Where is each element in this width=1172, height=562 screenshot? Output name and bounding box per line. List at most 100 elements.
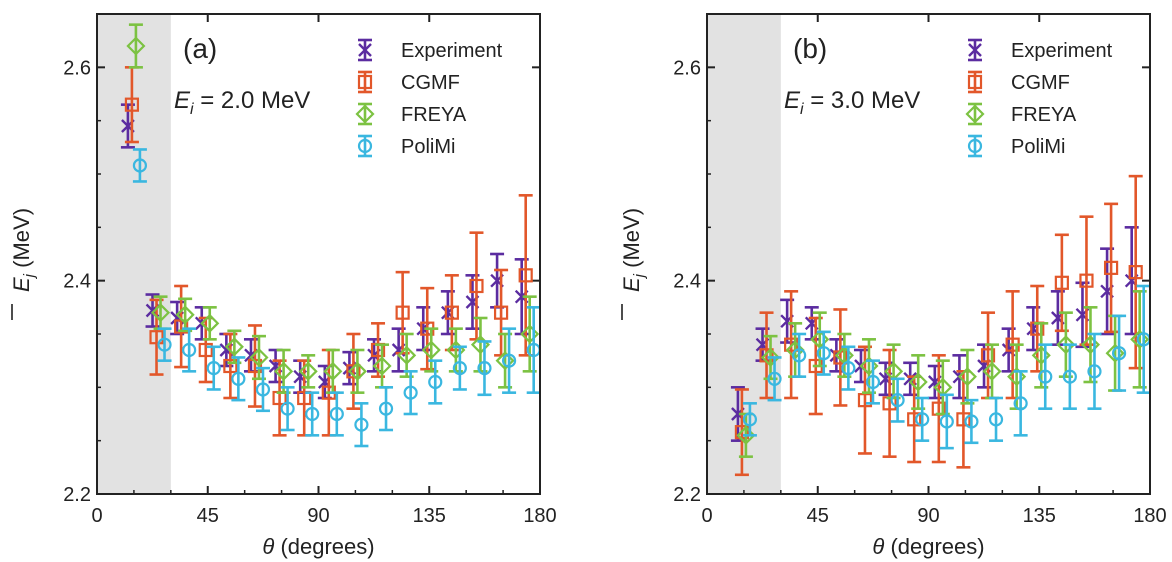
panel-a-cgmf-point: [223, 358, 238, 374]
panel-b-polimi-point: [890, 393, 905, 408]
panel-a-freya-point: [323, 361, 343, 381]
panel-b-polimi-errorbar: [792, 332, 807, 378]
panel-b-polimi-point: [1087, 364, 1102, 379]
panel-a-cgmf-point: [518, 268, 533, 283]
panel-b-cgmf-point: [1103, 260, 1119, 275]
panel-b-freya-point: [810, 329, 830, 349]
panel-b-polimi-errorbar: [1136, 284, 1151, 394]
panel-a-x-axis-symbol: θ: [262, 534, 274, 559]
panel-b-polimi-errorbar: [989, 396, 1004, 442]
panel-b-marks: [730, 174, 1151, 477]
panel-a-polimi-errorbar: [403, 370, 418, 416]
panel-a-legend: Experiment CGMF FREYA PoliMi: [355, 38, 503, 158]
panel-a-polimi-errorbar: [452, 345, 467, 391]
panel-a-cgmf-point: [174, 319, 189, 334]
panel-b-legend-marker-cgmf: [967, 74, 983, 90]
panel-a-legend-label-polimi: PoliMi: [401, 136, 455, 158]
panel-a-cgmf-point: [493, 305, 509, 320]
panel-a-freya-errorbar: [301, 354, 316, 389]
panel-a-cgmf-point: [444, 305, 459, 320]
panel-b-axes-frame: [706, 13, 1151, 495]
panel-b-series-polimi: [742, 284, 1151, 450]
panel-b-polimi-point: [865, 374, 881, 390]
panel-a-label: (a): [183, 33, 217, 64]
panel-a-legend-item-freya: FREYA: [355, 102, 467, 126]
panel-a-cgmf-point: [469, 278, 484, 294]
panel-a-polimi-errorbar: [305, 391, 320, 437]
panel-a-freya-point: [372, 356, 392, 376]
panel-b-cgmf-point: [956, 412, 971, 427]
panel-a-freya-errorbar: [350, 348, 365, 394]
panel-a-cgmf-point: [198, 342, 213, 358]
panel-a-freya-point: [249, 347, 269, 368]
panel-a-freya-point: [397, 345, 417, 365]
panel-b-x-tick-label: 90: [917, 505, 939, 527]
panel-a-freya-point: [347, 361, 367, 381]
panel-a-polimi-point: [182, 342, 197, 358]
panel-a-x-axis-text: (degrees): [274, 534, 374, 559]
panel-b-freya-point: [760, 347, 781, 368]
panel-a-y-tick-label: 2.2: [63, 484, 91, 506]
panel-b-polimi-point: [1013, 396, 1028, 411]
panel-a-polimi-point: [280, 401, 295, 416]
panel-a-cgmf-point: [149, 330, 164, 345]
panel-b-freya-point: [736, 425, 756, 445]
panel-b-legend-item-polimi: PoliMi: [967, 134, 1065, 158]
panel-b-y-tick-label: 2.4: [673, 271, 701, 293]
panel-a-freya-errorbar: [128, 23, 143, 69]
panel-a-legend-marker-cgmf: [357, 74, 373, 90]
panel-a-freya-point: [175, 305, 195, 325]
panel-b-polimi-errorbar: [1087, 332, 1102, 410]
panel-b-polimi-errorbar: [1112, 314, 1127, 392]
panel-b-polimi-errorbar: [767, 356, 782, 402]
panel-a-polimi-errorbar: [280, 386, 295, 432]
panel-a-legend-marker-experiment: [358, 43, 372, 57]
panel-b-x-tick-label: 135: [1023, 505, 1056, 527]
panel-a-freya-point: [224, 337, 244, 357]
panel-b-energy-annotation: Ei = 3.0 MeV: [784, 87, 920, 118]
panel-b-polimi-errorbar: [964, 398, 979, 445]
panel-b-freya-point: [957, 367, 977, 387]
panel-b-annotation-subscript: i: [800, 101, 804, 118]
panel-b-annotation-value: = 3.0 MeV: [804, 87, 921, 114]
panel-a-x-tick-label: 45: [197, 505, 219, 527]
panel-a-legend-item-experiment: Experiment: [358, 38, 503, 62]
panel-b-freya-point: [1105, 343, 1125, 363]
panel-b-x-tick-label: 180: [1133, 505, 1166, 527]
panel-b-polimi-point: [939, 414, 954, 429]
panel-a-legend-label-experiment: Experiment: [401, 40, 503, 62]
panel-a-x-tick-label: 90: [307, 505, 329, 527]
panel-a-polimi-point: [477, 361, 492, 376]
panel-a-polimi-point: [501, 353, 517, 368]
panel-a-freya-point: [520, 324, 540, 344]
panel-a-y-tick-label: 2.4: [63, 271, 91, 293]
panel-a-polimi-errorbar: [354, 402, 369, 448]
panel-a-freya-point: [200, 313, 220, 333]
panel-b-cgmf-point: [1079, 273, 1094, 288]
panel-a-marks: [120, 23, 541, 448]
panel-b-freya-point: [1130, 329, 1150, 349]
panel-b-polimi-point: [816, 346, 831, 361]
panel-a-annotation-symbol: E: [174, 87, 191, 114]
panel-a-polimi-point: [428, 374, 443, 390]
panel-b-legend-label-cgmf: CGMF: [1011, 72, 1070, 94]
panel-a-shaded-region: [97, 14, 171, 494]
panel-a-polimi-errorbar: [526, 306, 541, 394]
panel-a-energy-annotation: Ei = 2.0 MeV: [174, 87, 310, 118]
panel-b-cgmf-errorbar: [833, 308, 848, 407]
panel-b-y-axis-label-group: Ej (MeV): [619, 208, 648, 320]
panel-b-legend-marker-experiment: [968, 43, 982, 57]
panel-b-legend-item-cgmf: CGMF: [967, 70, 1070, 94]
panel-a-cgmf-errorbar: [346, 332, 361, 410]
panel-b-annotation-symbol: E: [784, 87, 801, 114]
panel-b-cgmf-errorbar: [759, 311, 774, 400]
panel-a-polimi-errorbar: [477, 340, 492, 397]
panel-b-polimi-point: [964, 414, 979, 429]
panel-b-polimi-errorbar: [890, 377, 905, 423]
panel-b-legend: Experiment CGMF FREYA PoliMi: [965, 38, 1113, 158]
panel-a-cgmf-point: [395, 305, 410, 320]
panel-a-freya-point: [421, 340, 441, 360]
panel-b-cgmf-point: [1054, 275, 1069, 290]
panel-b-y-tick-label: 2.2: [673, 484, 701, 506]
